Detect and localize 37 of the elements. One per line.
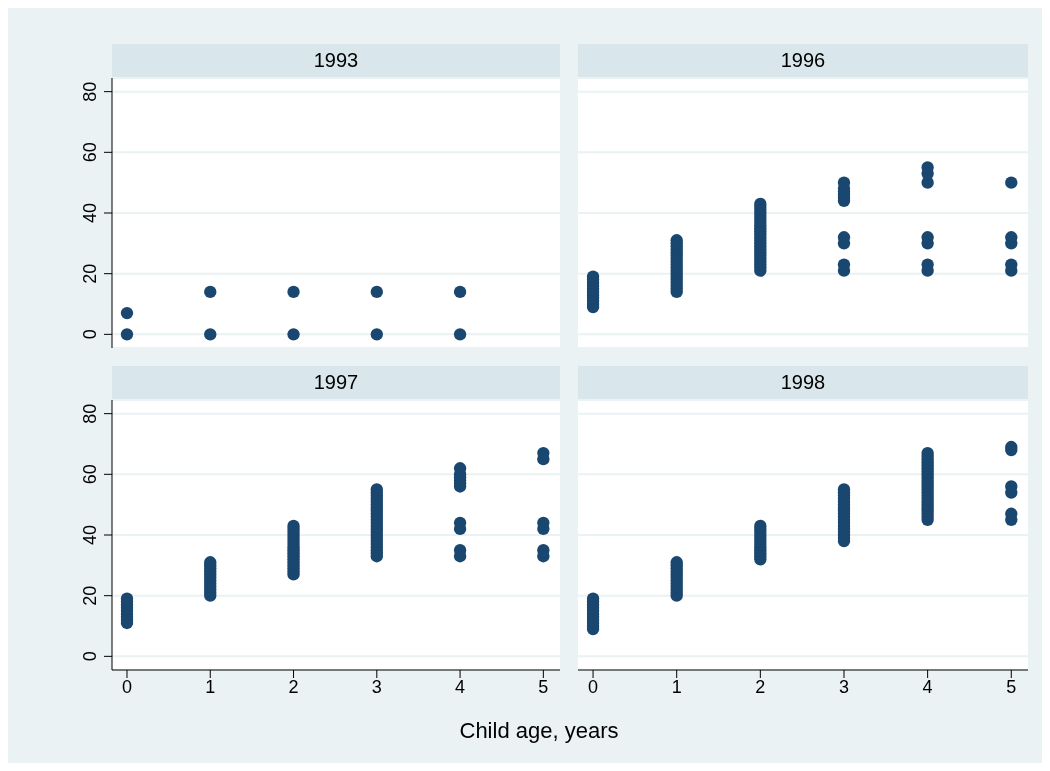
y-tick-label: 0	[80, 651, 100, 662]
x-tick-label: 0	[121, 676, 132, 697]
point	[204, 328, 217, 341]
y-tick-label: 80	[80, 81, 100, 102]
x-tick-label: 5	[538, 676, 549, 697]
x-tick-label: 1	[205, 676, 216, 697]
x-tick-label: 1	[671, 676, 682, 697]
point	[453, 328, 467, 341]
y-tick-label: 0	[80, 329, 100, 340]
chart-title: 1997	[112, 366, 560, 399]
y-tick-label: 40	[80, 202, 100, 224]
chart-title: 1993	[112, 44, 560, 77]
point	[287, 285, 300, 299]
x-tick-label: 3	[371, 676, 382, 697]
x-tick-label: 4	[455, 676, 466, 697]
point	[453, 285, 467, 299]
x-tick-label: 0	[588, 676, 599, 697]
chart-title: 1996	[578, 44, 1028, 77]
point	[120, 306, 134, 320]
y-tick-label: 60	[80, 142, 100, 163]
x-tick-label: 4	[922, 676, 933, 697]
y-tick-label: 60	[80, 464, 100, 485]
y-tick-label: 40	[80, 524, 100, 546]
y-tick-label: 20	[80, 263, 100, 284]
x-tick-label: 5	[1006, 676, 1017, 697]
point	[287, 328, 300, 341]
point	[370, 328, 383, 341]
point	[370, 285, 383, 299]
x-axis-title: Child age, years	[458, 718, 620, 744]
x-tick-label: 3	[838, 676, 849, 697]
y-tick-label: 80	[80, 403, 100, 424]
x-tick-label: 2	[755, 676, 766, 697]
chart-title: 1998	[578, 366, 1028, 399]
x-tick-label: 2	[288, 676, 299, 697]
y-tick-label: 20	[80, 585, 100, 606]
point	[204, 285, 217, 299]
point	[120, 328, 134, 341]
